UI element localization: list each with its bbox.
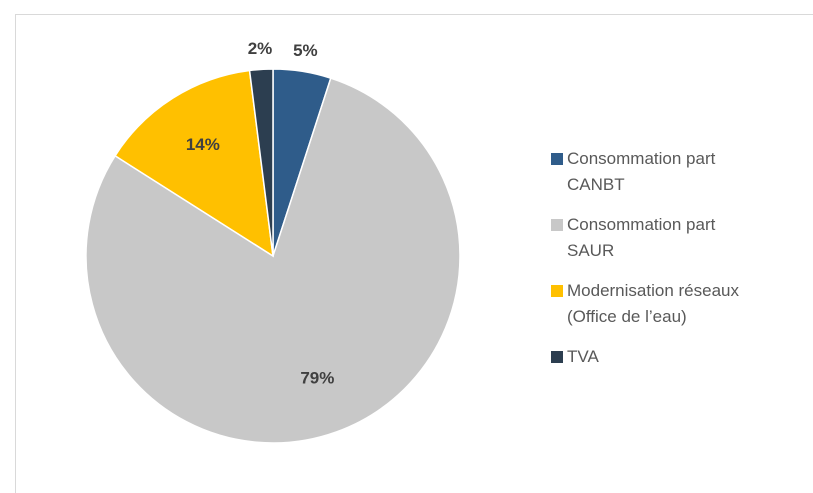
data-label: 2% [248,39,273,58]
data-label: 14% [186,135,220,154]
legend-label: Consommation part SAUR [567,215,716,260]
legend: Consommation part CANBT Consommation part… [551,146,751,370]
data-label: 5% [293,41,318,60]
legend-label: TVA [567,347,599,366]
legend-item: Modernisation réseaux (Office de l’eau) [551,278,751,330]
legend-label: Modernisation réseaux (Office de l’eau) [567,281,739,326]
legend-item: Consommation part CANBT [551,146,751,198]
data-label: 79% [300,369,334,388]
legend-swatch [551,219,563,231]
legend-swatch [551,285,563,297]
legend-item: TVA [551,344,751,370]
legend-item: Consommation part SAUR [551,212,751,264]
legend-swatch [551,153,563,165]
pie-slice [114,69,274,258]
legend-swatch [551,351,563,363]
legend-label: Consommation part CANBT [567,149,716,194]
pie [85,68,461,444]
pie-slice [85,77,461,444]
pie-slice [248,68,274,257]
